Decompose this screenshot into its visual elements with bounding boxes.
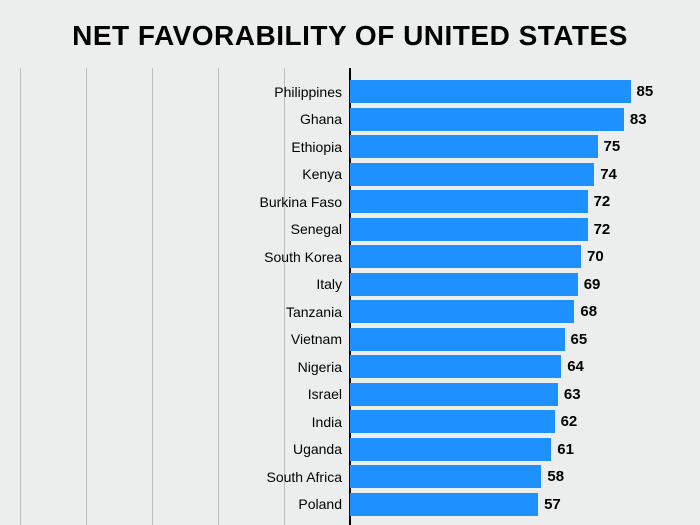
country-label: Vietnam [291, 331, 342, 347]
bar [350, 135, 598, 158]
country-label: Nigeria [298, 359, 342, 375]
value-label: 68 [580, 303, 597, 320]
value-label: 74 [600, 166, 617, 183]
country-label: Ethiopia [291, 139, 342, 155]
bar-row: Tanzania 68 [20, 298, 680, 326]
value-label: 85 [637, 83, 654, 100]
country-label: Tanzania [286, 304, 342, 320]
bar-row: Nigeria 64 [20, 353, 680, 381]
bar-row: Philippines 85 [20, 78, 680, 106]
chart-frame: NET FAVORABILITY OF UNITED STATES Philip… [0, 0, 700, 525]
plot-area: Philippines 85 Ghana 83 Ethiopia 75 Kenya 74 Bur… [20, 68, 680, 525]
bar-row: Poland 57 [20, 491, 680, 519]
bar [350, 410, 555, 433]
country-label: Poland [298, 496, 342, 512]
bar-row: Israel 63 [20, 381, 680, 409]
bar [350, 465, 541, 488]
bar [350, 383, 558, 406]
value-label: 61 [557, 441, 574, 458]
value-label: 72 [594, 221, 611, 238]
country-label: Kenya [302, 166, 342, 182]
bar [350, 493, 538, 516]
country-label: Philippines [274, 84, 342, 100]
bar-row: Vietnam 65 [20, 326, 680, 354]
bar [350, 328, 565, 351]
bar [350, 190, 588, 213]
value-label: 70 [587, 248, 604, 265]
bar-row: South Korea 70 [20, 243, 680, 271]
bar [350, 218, 588, 241]
bars-container: Philippines 85 Ghana 83 Ethiopia 75 Kenya 74 Bur… [20, 78, 680, 518]
bar [350, 245, 581, 268]
value-label: 75 [604, 138, 621, 155]
bar [350, 273, 578, 296]
country-label: Ghana [300, 111, 342, 127]
country-label: Senegal [291, 221, 342, 237]
bar-row: Ghana 83 [20, 106, 680, 134]
country-label: Israel [308, 386, 342, 402]
value-label: 83 [630, 111, 647, 128]
country-label: South Korea [264, 249, 342, 265]
bar [350, 108, 624, 131]
bar-row: India 62 [20, 408, 680, 436]
country-label: Italy [316, 276, 342, 292]
value-label: 65 [571, 331, 588, 348]
bar [350, 163, 594, 186]
bar [350, 355, 561, 378]
value-label: 64 [567, 358, 584, 375]
bar-row: Uganda 61 [20, 436, 680, 464]
country-label: South Africa [267, 469, 343, 485]
country-label: Burkina Faso [260, 194, 342, 210]
value-label: 58 [547, 468, 564, 485]
chart-title: NET FAVORABILITY OF UNITED STATES [0, 20, 700, 52]
bar [350, 438, 551, 461]
value-label: 57 [544, 496, 561, 513]
country-label: Uganda [293, 441, 342, 457]
bar-row: Senegal 72 [20, 216, 680, 244]
bar-row: Ethiopia 75 [20, 133, 680, 161]
value-label: 69 [584, 276, 601, 293]
bar [350, 300, 574, 323]
bar-row: Kenya 74 [20, 161, 680, 189]
value-label: 63 [564, 386, 581, 403]
bar-row: Burkina Faso 72 [20, 188, 680, 216]
bar [350, 80, 631, 103]
bar-row: Italy 69 [20, 271, 680, 299]
value-label: 62 [561, 413, 578, 430]
value-label: 72 [594, 193, 611, 210]
bar-row: South Africa 58 [20, 463, 680, 491]
country-label: India [312, 414, 342, 430]
